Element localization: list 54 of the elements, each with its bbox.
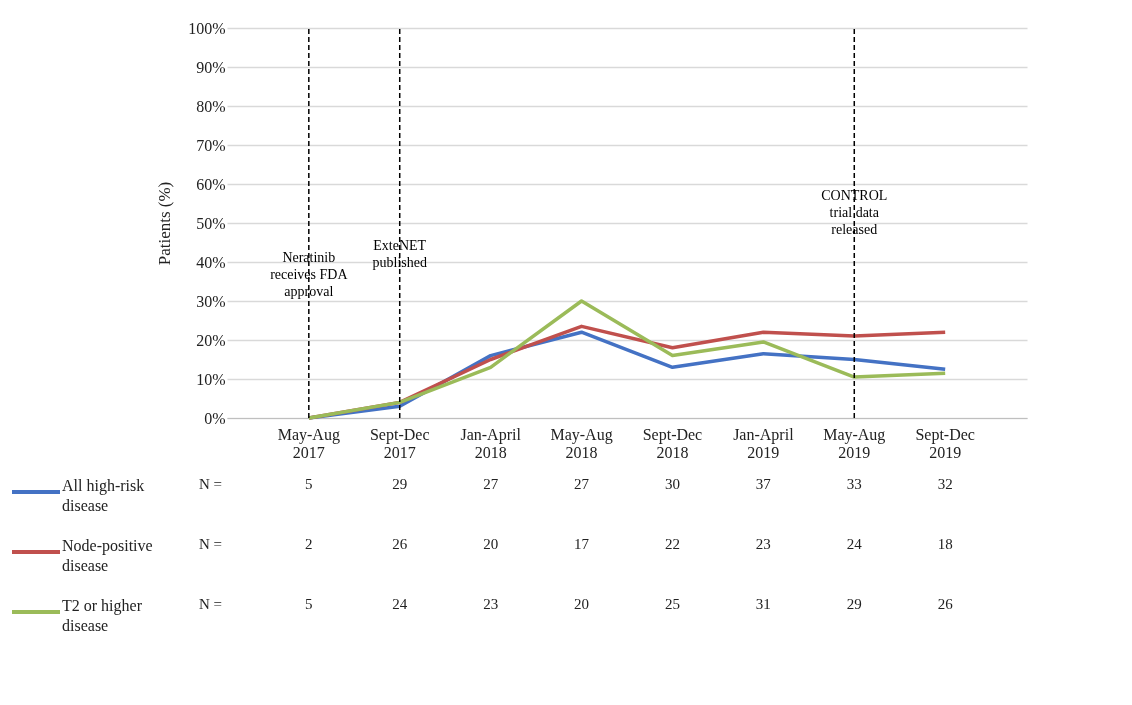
y-tick-label: 100% bbox=[188, 19, 226, 37]
legend-label: T2 or higher disease bbox=[62, 597, 143, 634]
y-tick-label: 60% bbox=[196, 175, 226, 193]
x-tick-label: May-Aug 2018 bbox=[550, 425, 613, 461]
text: 33 bbox=[846, 476, 862, 492]
text: 24 bbox=[846, 536, 863, 552]
text: 24 bbox=[392, 596, 408, 612]
text: N = bbox=[198, 476, 222, 492]
text: 5 bbox=[305, 476, 313, 492]
y-tick-label: 50% bbox=[196, 214, 226, 232]
x-tick-label: Jan-April 2018 bbox=[460, 425, 522, 461]
y-tick-label: 0% bbox=[204, 409, 226, 427]
text: 5 bbox=[305, 596, 313, 612]
text: 20 bbox=[483, 536, 499, 552]
text: 18 bbox=[937, 536, 953, 552]
text: 29 bbox=[846, 596, 862, 612]
ref-line-label: Neratinib receives FDA approval bbox=[270, 250, 349, 300]
text: N = bbox=[198, 596, 222, 612]
text: 17 bbox=[574, 536, 590, 552]
text: 31 bbox=[755, 596, 771, 612]
x-tick-label: Jan-April 2019 bbox=[733, 425, 795, 461]
y-axis-title: Patients (%) bbox=[155, 181, 175, 266]
line-series bbox=[307, 299, 947, 420]
text: 26 bbox=[392, 536, 408, 552]
y-tick-label: 40% bbox=[196, 253, 226, 271]
text: 27 bbox=[574, 476, 590, 492]
text: 2 bbox=[305, 536, 313, 552]
x-tick-label: Sept-Dec 2019 bbox=[915, 425, 975, 461]
legend-label: All high-risk disease bbox=[62, 477, 145, 514]
y-tick-label: 80% bbox=[196, 97, 226, 115]
text: N = bbox=[198, 536, 222, 552]
text: 25 bbox=[664, 596, 680, 612]
y-tick-label: 30% bbox=[196, 292, 226, 310]
ref-line-label: ExteNET published bbox=[372, 238, 427, 271]
y-tick-label: 90% bbox=[196, 58, 226, 76]
text: 20 bbox=[574, 596, 590, 612]
y-tick-label: 20% bbox=[196, 331, 226, 349]
x-tick-label: May-Aug 2017 bbox=[277, 425, 340, 461]
text: 22 bbox=[664, 536, 680, 552]
text: 37 bbox=[755, 476, 772, 492]
text: 23 bbox=[483, 596, 499, 612]
text: 30 bbox=[664, 476, 680, 492]
x-tick-label: Sept-Dec 2018 bbox=[642, 425, 703, 461]
y-tick-label: 70% bbox=[196, 136, 226, 154]
x-tick-label: May-Aug 2019 bbox=[823, 425, 886, 461]
y-tick-label: 10% bbox=[196, 370, 226, 388]
legend-label: Node-positive disease bbox=[62, 537, 153, 574]
x-tick-label: Sept-Dec 2017 bbox=[369, 425, 430, 461]
ref-line-label: CONTROL trial data released bbox=[821, 187, 888, 237]
text: 32 bbox=[937, 476, 953, 492]
text: 26 bbox=[937, 596, 954, 612]
text: 29 bbox=[392, 476, 408, 492]
text: 23 bbox=[755, 536, 771, 552]
text: 27 bbox=[483, 476, 499, 492]
